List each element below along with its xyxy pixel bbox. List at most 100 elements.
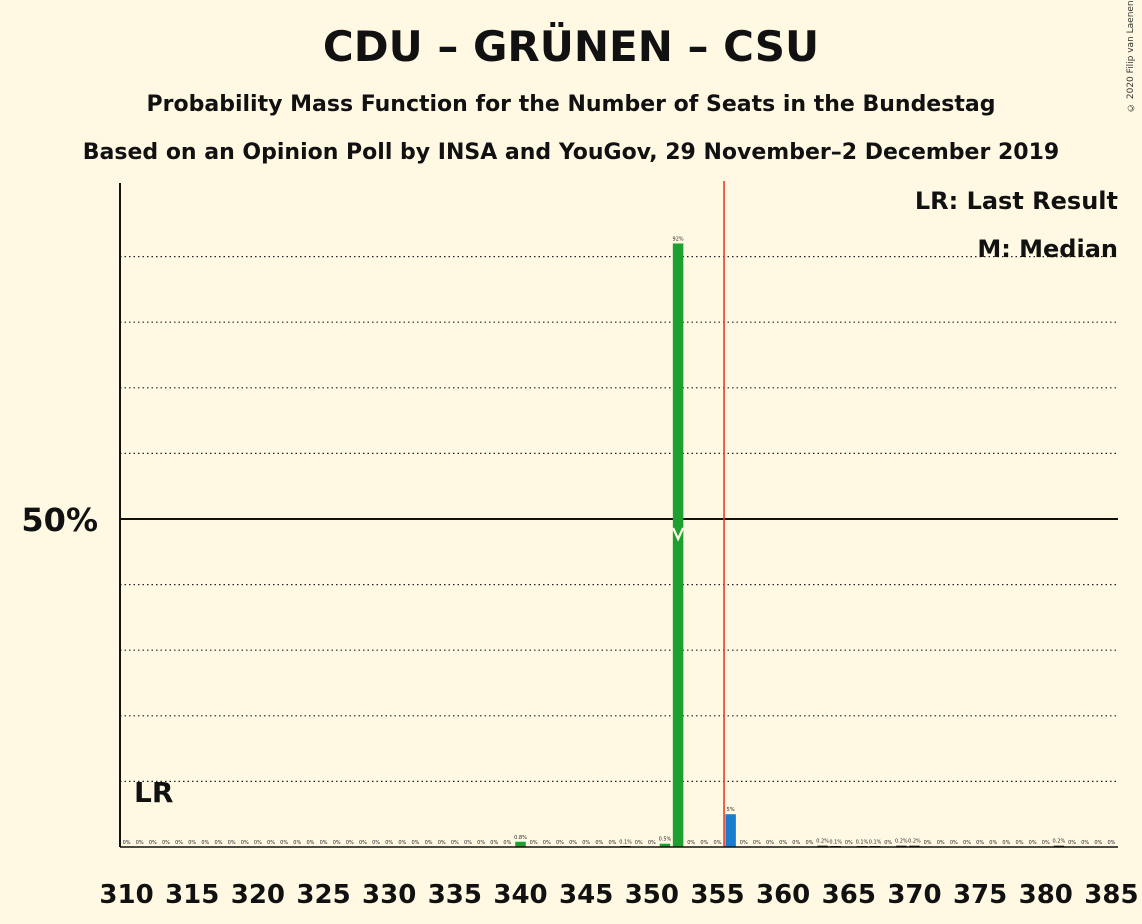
bar-label-325: 0% bbox=[320, 840, 328, 846]
bar-label-353: 0% bbox=[687, 840, 695, 846]
bar-label-335: 0% bbox=[451, 840, 459, 846]
legend-median: M: Median bbox=[977, 235, 1118, 263]
bar-label-337: 0% bbox=[477, 840, 485, 846]
bar-label-345: 0% bbox=[582, 840, 590, 846]
y-tick-label-50: 50% bbox=[21, 501, 98, 539]
bar-label-372: 0% bbox=[937, 840, 945, 846]
bar-label-351: 0.5% bbox=[659, 837, 672, 843]
bar-label-330: 0% bbox=[385, 840, 393, 846]
bar-label-356: 5% bbox=[727, 807, 735, 813]
bar-label-316: 0% bbox=[201, 840, 209, 846]
bar-label-368: 0% bbox=[884, 840, 892, 846]
bar-label-380: 0% bbox=[1042, 840, 1050, 846]
bar-label-377: 0% bbox=[1002, 840, 1010, 846]
bar-label-315: 0% bbox=[188, 840, 196, 846]
bar-label-333: 0% bbox=[425, 840, 433, 846]
x-tick-label-365: 365 bbox=[822, 880, 876, 910]
bar-label-322: 0% bbox=[280, 840, 288, 846]
chart-title: CDU – GRÜNEN – CSU bbox=[322, 22, 820, 71]
bar-label-381: 0.2% bbox=[1053, 839, 1066, 845]
bar-label-378: 0% bbox=[1016, 840, 1024, 846]
bar-label-352: 92% bbox=[673, 236, 684, 242]
last-result-label: LR bbox=[134, 776, 173, 809]
bar-label-379: 0% bbox=[1029, 840, 1037, 846]
bar-label-367: 0.1% bbox=[869, 839, 882, 845]
bar-label-350: 0% bbox=[648, 840, 656, 846]
x-tick-label-350: 350 bbox=[625, 880, 679, 910]
bar-label-321: 0% bbox=[267, 840, 275, 846]
bar-340 bbox=[515, 841, 526, 847]
bar-label-331: 0% bbox=[398, 840, 406, 846]
bar-352 bbox=[672, 243, 684, 848]
x-tick-label-375: 375 bbox=[953, 880, 1007, 910]
median-marker bbox=[672, 527, 685, 542]
x-tick-label-355: 355 bbox=[690, 880, 744, 910]
bar-label-383: 0% bbox=[1081, 840, 1089, 846]
bar-label-328: 0% bbox=[359, 840, 367, 846]
legend: LR: Last Result M: Median bbox=[915, 187, 1118, 263]
x-tick-label-345: 345 bbox=[559, 880, 613, 910]
bar-label-334: 0% bbox=[438, 840, 446, 846]
bar-label-374: 0% bbox=[963, 840, 971, 846]
bar-label-319: 0% bbox=[241, 840, 249, 846]
bar-label-346: 0% bbox=[595, 840, 603, 846]
bar-label-361: 0% bbox=[792, 840, 800, 846]
bar-label-366: 0.1% bbox=[856, 839, 869, 845]
bar-label-310: 0% bbox=[123, 840, 131, 846]
x-tick-label-310: 310 bbox=[99, 880, 153, 910]
x-tick-label-325: 325 bbox=[296, 880, 350, 910]
bar-label-370: 0.2% bbox=[908, 839, 921, 845]
bar-label-382: 0% bbox=[1068, 840, 1076, 846]
bar-label-340: 0.8% bbox=[514, 835, 527, 841]
bar-label-359: 0% bbox=[766, 840, 774, 846]
bar-label-314: 0% bbox=[175, 840, 183, 846]
x-tick-label-315: 315 bbox=[165, 880, 219, 910]
x-tick-label-330: 330 bbox=[362, 880, 416, 910]
legend-last-result: LR: Last Result bbox=[915, 187, 1118, 215]
bar-label-358: 0% bbox=[753, 840, 761, 846]
x-tick-label-335: 335 bbox=[428, 880, 482, 910]
bar-label-313: 0% bbox=[162, 840, 170, 846]
bar-label-376: 0% bbox=[989, 840, 997, 846]
x-tick-label-370: 370 bbox=[887, 880, 941, 910]
bar-label-324: 0% bbox=[306, 840, 314, 846]
bar-label-327: 0% bbox=[346, 840, 354, 846]
bar-label-343: 0% bbox=[556, 840, 564, 846]
bar-356 bbox=[725, 814, 736, 847]
bar-label-320: 0% bbox=[254, 840, 262, 846]
bar-label-338: 0% bbox=[490, 840, 498, 846]
bar-label-349: 0% bbox=[635, 840, 643, 846]
bar-label-344: 0% bbox=[569, 840, 577, 846]
bar-label-375: 0% bbox=[976, 840, 984, 846]
bar-label-323: 0% bbox=[293, 840, 301, 846]
bar-label-336: 0% bbox=[464, 840, 472, 846]
x-tick-label-385: 385 bbox=[1084, 880, 1138, 910]
bar-label-363: 0.2% bbox=[816, 839, 829, 845]
bar-label-339: 0% bbox=[503, 840, 511, 846]
grid-lines bbox=[120, 256, 1118, 783]
bar-label-341: 0% bbox=[530, 840, 538, 846]
bar-label-360: 0% bbox=[779, 840, 787, 846]
bar-label-342: 0% bbox=[543, 840, 551, 846]
bar-label-326: 0% bbox=[333, 840, 341, 846]
x-tick-label-360: 360 bbox=[756, 880, 810, 910]
bar-351 bbox=[659, 843, 671, 847]
chart-source: Based on an Opinion Poll by INSA and You… bbox=[82, 140, 1060, 165]
x-tick-label-320: 320 bbox=[231, 880, 285, 910]
bar-label-365: 0% bbox=[845, 840, 853, 846]
bar-label-355: 0% bbox=[714, 840, 722, 846]
bar-label-357: 0% bbox=[740, 840, 748, 846]
bar-label-318: 0% bbox=[228, 840, 236, 846]
x-tick-label-340: 340 bbox=[493, 880, 547, 910]
x-tick-labels: 310 315 320 325 330 335 340 345 350 355 360 365 370 3… bbox=[99, 880, 1138, 910]
bar-labels-group: 0% 0% 0% 0% 0% 0% 0% 0% 0% 0% 0% 0% 0% 0% 0% 0% 0% 0% 0% 0%… bbox=[123, 236, 1116, 846]
bar-label-371: 0% bbox=[924, 840, 932, 846]
bars-group bbox=[515, 243, 1065, 848]
x-tick-label-380: 380 bbox=[1019, 880, 1073, 910]
bar-label-362: 0% bbox=[805, 840, 813, 846]
bar-label-369: 0.2% bbox=[895, 839, 908, 845]
bar-label-312: 0% bbox=[149, 840, 157, 846]
chart-subtitle: Probability Mass Function for the Number… bbox=[146, 92, 996, 117]
bar-label-373: 0% bbox=[950, 840, 958, 846]
